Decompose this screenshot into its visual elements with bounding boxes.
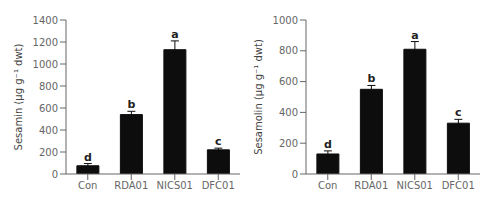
svg-text:1200: 1200: [33, 37, 58, 48]
svg-text:1000: 1000: [273, 15, 298, 26]
svg-text:Sesamin (µg g⁻¹ dwt): Sesamin (µg g⁻¹ dwt): [13, 43, 24, 150]
svg-text:NICS01: NICS01: [157, 180, 193, 191]
svg-text:1000: 1000: [33, 59, 58, 70]
svg-text:DFC01: DFC01: [202, 180, 235, 191]
svg-text:RDA01: RDA01: [114, 180, 148, 191]
svg-text:400: 400: [39, 125, 58, 136]
svg-text:800: 800: [39, 81, 58, 92]
svg-text:c: c: [215, 135, 222, 148]
svg-text:NICS01: NICS01: [397, 180, 433, 191]
svg-text:600: 600: [279, 76, 298, 87]
svg-text:a: a: [171, 28, 178, 41]
svg-text:200: 200: [279, 138, 298, 149]
svg-text:b: b: [127, 98, 135, 111]
svg-text:Con: Con: [318, 180, 337, 191]
svg-text:c: c: [455, 106, 462, 119]
svg-text:RDA01: RDA01: [354, 180, 388, 191]
svg-text:Sesamolin (µg g⁻¹ dwt): Sesamolin (µg g⁻¹ dwt): [253, 39, 264, 155]
svg-text:d: d: [324, 138, 332, 151]
svg-text:200: 200: [39, 147, 58, 158]
svg-text:0: 0: [292, 169, 298, 180]
svg-text:1400: 1400: [33, 15, 58, 26]
svg-text:a: a: [411, 29, 418, 42]
svg-text:800: 800: [279, 45, 298, 56]
svg-text:0: 0: [52, 169, 58, 180]
svg-text:600: 600: [39, 103, 58, 114]
svg-text:DFC01: DFC01: [442, 180, 475, 191]
svg-text:d: d: [84, 151, 92, 164]
svg-text:Con: Con: [78, 180, 97, 191]
svg-text:b: b: [367, 72, 375, 85]
svg-text:400: 400: [279, 107, 298, 118]
